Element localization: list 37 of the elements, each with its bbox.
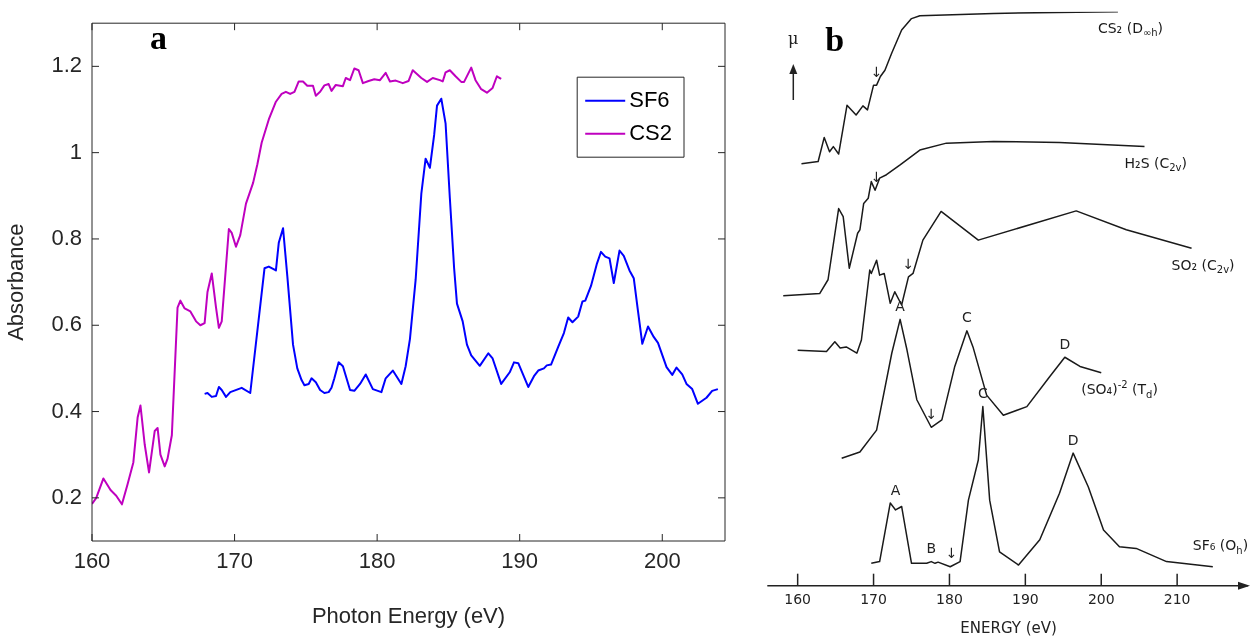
y-tick-label: 1.2 (51, 52, 82, 78)
annotation: ↓ (870, 63, 883, 80)
x-tick-label: 180 (358, 548, 396, 574)
x-tick-label: 200 (1087, 590, 1115, 607)
annotation: A (895, 298, 906, 314)
annotation: C (977, 385, 988, 402)
annotation: D (1067, 431, 1079, 448)
annotation: ↓ (925, 405, 938, 422)
y-tick-label: 0.2 (51, 483, 82, 509)
x-tick-label: 180 (936, 590, 963, 607)
annotation: ↓ (902, 255, 915, 272)
annotation: A (890, 481, 901, 498)
x-tick-label: 210 (1163, 590, 1191, 607)
x-tick-label: 200 (643, 548, 681, 574)
legend-label: CS2 (629, 119, 672, 145)
x-axis-title: Photon Energy (eV) (311, 602, 506, 628)
y-axis-title: μ (788, 29, 799, 49)
y-tick-label: 0.8 (51, 225, 82, 251)
y-tick-label: 1 (69, 138, 82, 164)
x-tick-label: 170 (860, 590, 887, 607)
annotation: ↓ (870, 168, 883, 185)
annotation: b (825, 20, 845, 58)
y-axis-title: Absorbance (3, 223, 29, 341)
x-tick-label: 160 (784, 590, 812, 607)
legend-label: SF6 (629, 86, 670, 112)
annotation: C (962, 309, 973, 326)
y-tick-label: 0.6 (51, 311, 82, 337)
x-tick-label: 170 (216, 548, 253, 574)
x-tick-label: 190 (1011, 590, 1039, 607)
x-tick-label: 190 (501, 548, 539, 574)
annotation: B (926, 540, 937, 557)
y-tick-label: 0.4 (51, 397, 82, 423)
x-tick-label: 160 (73, 548, 111, 574)
x-axis-title: ENERGY (eV) (960, 618, 1057, 637)
annotation: ↓ (945, 545, 958, 562)
annotation: D (1059, 335, 1071, 352)
annotation: a (150, 18, 167, 56)
